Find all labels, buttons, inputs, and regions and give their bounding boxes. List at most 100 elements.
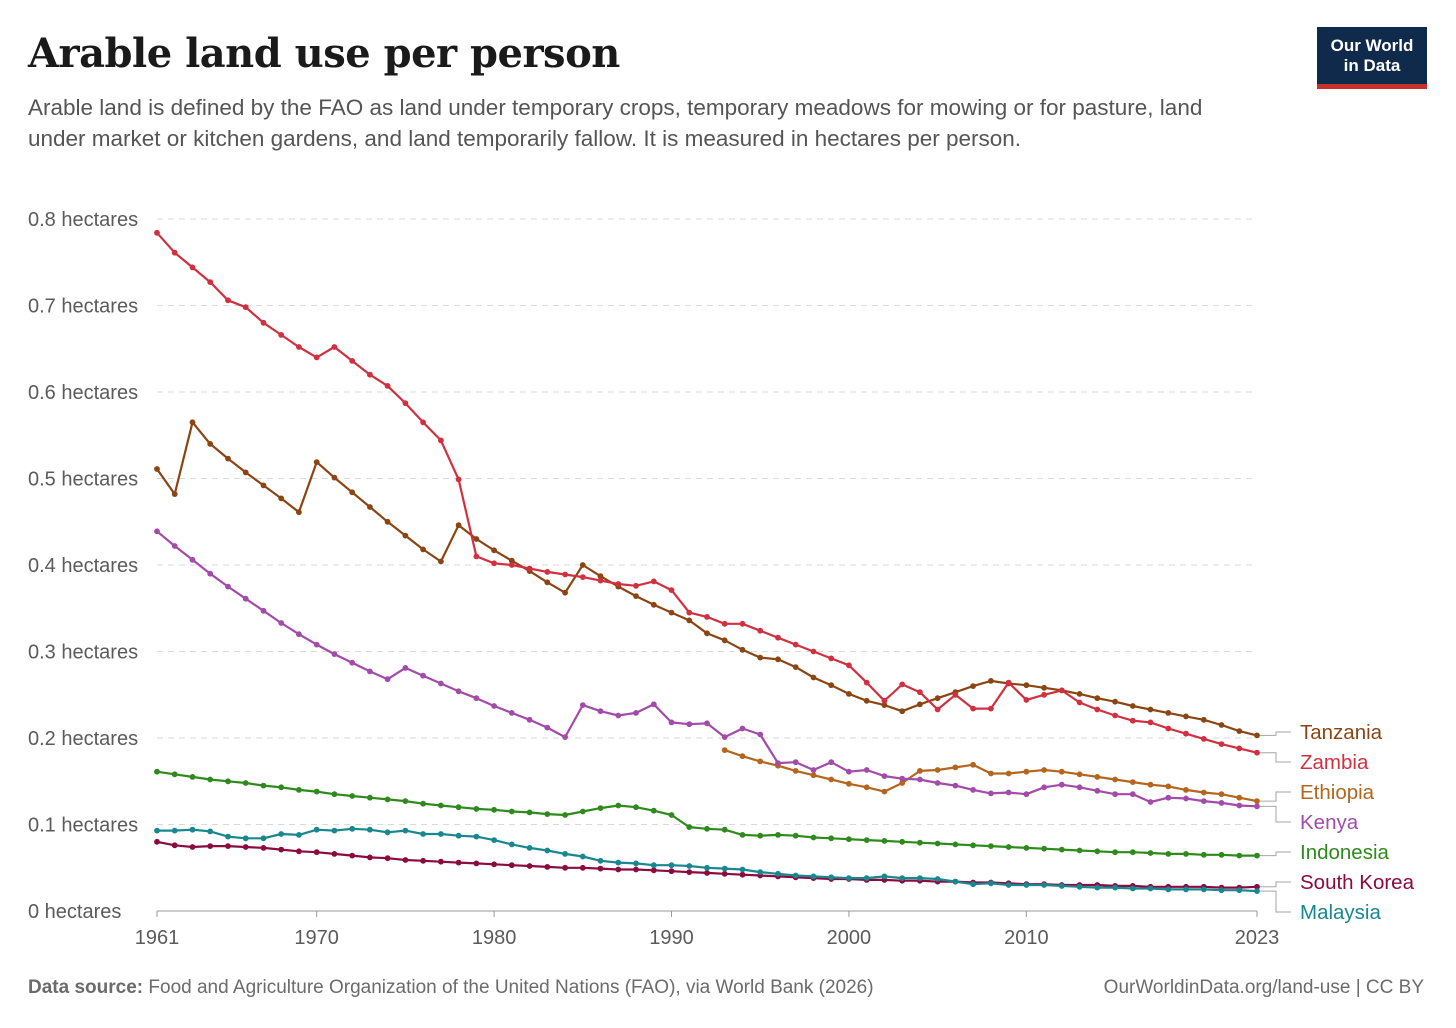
data-point[interactable] — [384, 676, 391, 683]
data-point[interactable] — [650, 701, 657, 708]
data-point[interactable] — [349, 358, 356, 364]
data-point[interactable] — [597, 577, 604, 584]
data-point[interactable] — [881, 702, 888, 708]
data-point[interactable] — [171, 249, 178, 256]
data-point[interactable] — [402, 857, 409, 863]
data-point[interactable] — [633, 804, 639, 811]
data-point[interactable] — [1218, 741, 1225, 747]
data-point[interactable] — [278, 846, 285, 853]
data-point[interactable] — [207, 441, 214, 447]
data-point[interactable] — [650, 807, 657, 814]
data-point[interactable] — [171, 543, 178, 549]
data-point[interactable] — [402, 665, 409, 671]
data-point[interactable] — [846, 780, 852, 787]
data-point[interactable] — [171, 827, 178, 834]
series-line[interactable] — [157, 827, 1258, 893]
data-point[interactable] — [455, 859, 462, 866]
data-point[interactable] — [863, 679, 870, 686]
data-point[interactable] — [1165, 783, 1172, 790]
data-point[interactable] — [597, 708, 604, 715]
series-label-ethiopia[interactable]: Ethiopia — [1300, 781, 1375, 804]
data-point[interactable] — [1129, 791, 1136, 798]
data-point[interactable] — [171, 771, 178, 778]
data-point[interactable] — [952, 878, 959, 885]
series-line[interactable] — [156, 232, 1258, 754]
data-point[interactable] — [1147, 706, 1154, 713]
data-point[interactable] — [988, 678, 994, 684]
data-point[interactable] — [1094, 706, 1101, 713]
data-point[interactable] — [1112, 884, 1118, 891]
data-point[interactable] — [1165, 710, 1172, 716]
data-point[interactable] — [189, 844, 196, 850]
data-point[interactable] — [1076, 847, 1083, 854]
data-point[interactable] — [455, 832, 462, 839]
data-point[interactable] — [934, 876, 941, 882]
data-point[interactable] — [739, 646, 746, 653]
data-point[interactable] — [775, 634, 781, 641]
data-point[interactable] — [1236, 728, 1243, 734]
data-point[interactable] — [917, 875, 923, 881]
series-line[interactable] — [156, 770, 1257, 857]
series-ethiopia[interactable] — [721, 747, 1260, 804]
data-point[interactable] — [934, 767, 941, 773]
series-label-tanzania[interactable]: Tanzania — [1300, 721, 1383, 744]
data-point[interactable] — [1005, 789, 1012, 796]
data-point[interactable] — [970, 683, 976, 689]
data-point[interactable] — [154, 827, 160, 834]
data-point[interactable] — [970, 761, 976, 768]
data-point[interactable] — [579, 864, 586, 871]
data-point[interactable] — [526, 845, 533, 851]
data-point[interactable] — [988, 770, 994, 777]
data-point[interactable] — [207, 776, 214, 783]
data-point[interactable] — [402, 400, 409, 407]
data-point[interactable] — [775, 832, 781, 838]
data-point[interactable] — [704, 870, 710, 876]
data-point[interactable] — [686, 869, 693, 875]
data-point[interactable] — [367, 826, 373, 833]
data-point[interactable] — [1129, 717, 1136, 724]
data-point[interactable] — [934, 695, 941, 702]
data-point[interactable] — [846, 691, 852, 697]
data-point[interactable] — [721, 865, 728, 872]
data-point[interactable] — [1218, 800, 1225, 806]
data-point[interactable] — [1218, 887, 1225, 894]
data-point[interactable] — [349, 489, 356, 496]
data-point[interactable] — [597, 865, 604, 872]
data-point[interactable] — [899, 780, 906, 786]
data-point[interactable] — [544, 864, 551, 870]
data-point[interactable] — [1112, 849, 1118, 856]
data-point[interactable] — [438, 831, 444, 837]
data-point[interactable] — [1112, 712, 1118, 719]
data-point[interactable] — [579, 853, 586, 860]
data-point[interactable] — [296, 787, 302, 793]
data-point[interactable] — [278, 831, 285, 837]
data-point[interactable] — [1254, 732, 1260, 739]
data-point[interactable] — [1023, 845, 1030, 851]
data-point[interactable] — [189, 264, 196, 271]
data-point[interactable] — [1023, 882, 1030, 888]
data-point[interactable] — [650, 867, 657, 874]
data-point[interactable] — [296, 509, 302, 516]
data-point[interactable] — [1058, 883, 1065, 889]
data-point[interactable] — [846, 836, 852, 843]
data-point[interactable] — [349, 793, 356, 799]
data-point[interactable] — [721, 637, 728, 644]
data-point[interactable] — [1041, 691, 1047, 698]
data-point[interactable] — [1129, 703, 1136, 709]
data-point[interactable] — [313, 788, 320, 795]
data-point[interactable] — [242, 595, 249, 602]
data-point[interactable] — [438, 802, 444, 809]
data-point[interactable] — [455, 476, 462, 483]
data-point[interactable] — [934, 706, 941, 713]
data-point[interactable] — [704, 614, 710, 620]
data-point[interactable] — [1094, 848, 1101, 855]
data-point[interactable] — [562, 851, 568, 857]
data-point[interactable] — [402, 827, 409, 834]
data-point[interactable] — [881, 773, 888, 779]
data-point[interactable] — [349, 825, 356, 832]
data-point[interactable] — [863, 697, 870, 704]
data-point[interactable] — [1005, 882, 1012, 888]
data-point[interactable] — [313, 826, 320, 833]
data-point[interactable] — [1147, 799, 1154, 805]
series-label-zambia[interactable]: Zambia — [1300, 751, 1369, 774]
